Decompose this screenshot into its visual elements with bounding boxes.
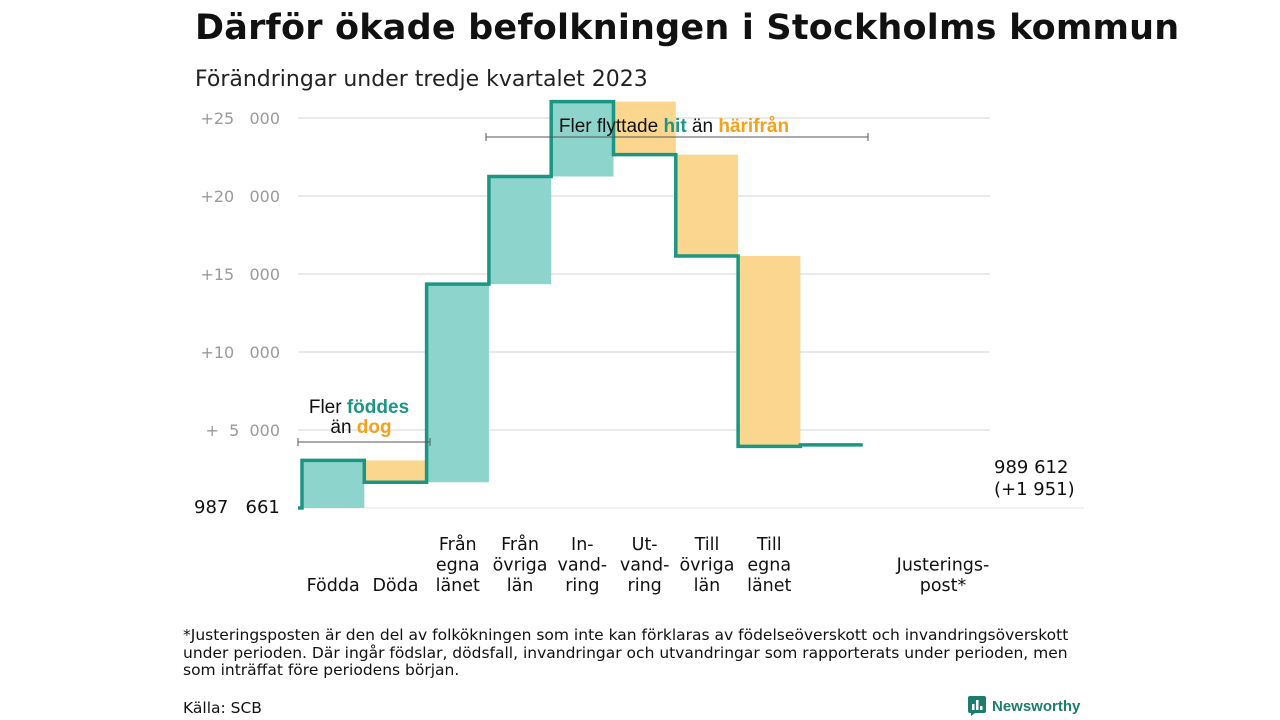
newsworthy-logo: Newsworthy: [968, 696, 1080, 716]
y-tick-label: +15 000: [200, 265, 280, 284]
y-tick-label: +10 000: [200, 343, 280, 362]
x-tick-label: Från egna länet: [436, 534, 480, 596]
waterfall-chart: + 5 000 +10 000 +15 000 +20 000 +25 000 Född…: [194, 99, 1084, 596]
footnote: *Justeringsposten är den del av folkökni…: [183, 626, 1069, 679]
start-value-label: 987 661: [194, 497, 280, 518]
grid-lines: [298, 117, 1084, 509]
bar: [488, 176, 552, 285]
x-tick-label: Till övriga län: [679, 535, 734, 596]
bar: [302, 460, 365, 508]
x-tick-label: Ut-vand-ring: [620, 535, 670, 596]
bar: [613, 101, 676, 155]
births-annotation-line2: än dog: [330, 417, 391, 438]
bar: [364, 460, 427, 483]
x-tick-label: Från övriga län: [493, 534, 548, 596]
migration-annotation: Fler flyttade hit än härifrån: [485, 116, 869, 141]
x-tick-label: Justerings-post*: [896, 556, 990, 597]
y-tick-label: + 5 000: [206, 421, 280, 440]
y-tick-label: +25 000: [200, 109, 280, 128]
migration-annotation-text: Fler flyttade hit än härifrån: [559, 116, 789, 137]
bar: [551, 101, 614, 177]
bars: [302, 101, 863, 508]
births-annotation: Fler föddes än dog: [297, 397, 431, 446]
brand-name: Newsworthy: [992, 697, 1081, 715]
y-axis-ticks: + 5 000 +10 000 +15 000 +20 000 +25 000: [200, 109, 280, 440]
cumulative-step-line: [298, 99, 863, 510]
x-tick-label: Döda: [372, 576, 418, 596]
x-tick-label: In-vand-ring: [558, 535, 608, 596]
x-axis-labels: Födda Döda Från egna länet Från övriga länIn-va…: [307, 534, 990, 596]
end-change-label: (+1 951): [994, 479, 1075, 500]
x-tick-label: Födda: [307, 576, 360, 596]
source: Källa: SCB: [183, 699, 262, 717]
chart-subtitle: Förändringar under tredje kvartalet 2023: [195, 67, 648, 92]
bar: [675, 154, 739, 257]
end-value-label: 989 612: [994, 457, 1068, 478]
newsworthy-icon: [968, 696, 986, 716]
births-annotation-line1: Fler föddes: [309, 397, 409, 418]
bar: [426, 284, 489, 483]
bar: [738, 256, 801, 447]
chart-title: Därför ökade befolkningen i Stockholms k…: [195, 8, 1180, 48]
y-tick-label: +20 000: [200, 187, 280, 206]
x-tick-label: Till egna länet: [747, 535, 791, 596]
